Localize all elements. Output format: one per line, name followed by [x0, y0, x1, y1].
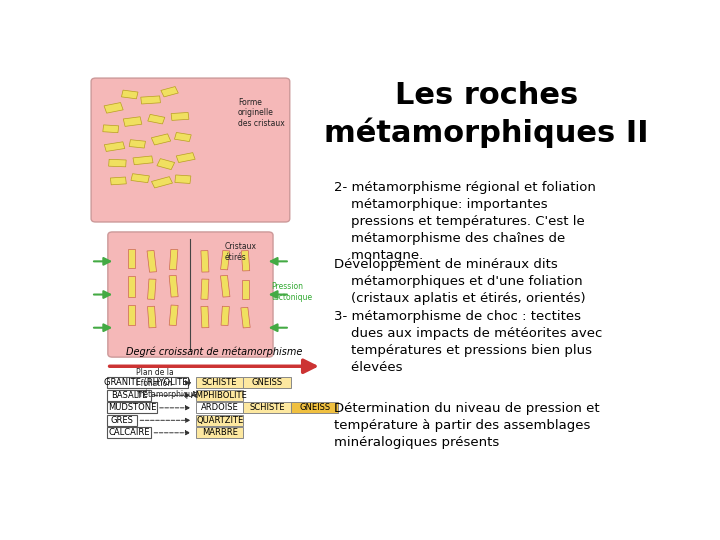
FancyBboxPatch shape: [107, 415, 138, 426]
Text: Développement de minéraux dits
    métamorphiques et d'une foliation
    (crista: Développement de minéraux dits métamorph…: [334, 258, 586, 305]
Bar: [242, 280, 249, 299]
FancyBboxPatch shape: [107, 402, 157, 413]
Bar: [148, 279, 156, 299]
FancyBboxPatch shape: [196, 402, 243, 413]
Text: QUARTZITE: QUARTZITE: [196, 416, 243, 425]
Bar: [104, 103, 123, 113]
Text: SCHISTE: SCHISTE: [202, 379, 238, 387]
Bar: [122, 90, 138, 99]
Bar: [171, 112, 189, 120]
Bar: [104, 142, 125, 151]
Bar: [128, 249, 135, 268]
FancyBboxPatch shape: [108, 232, 273, 357]
Text: GRES: GRES: [111, 416, 133, 425]
Bar: [169, 275, 178, 297]
Bar: [157, 159, 175, 170]
Bar: [110, 177, 126, 185]
Text: MARBRE: MARBRE: [202, 428, 238, 437]
Bar: [201, 306, 209, 328]
Bar: [128, 275, 135, 297]
Text: GRANITE (RHYOLITE): GRANITE (RHYOLITE): [104, 379, 191, 387]
Bar: [103, 125, 119, 133]
Bar: [140, 96, 161, 104]
Bar: [131, 174, 149, 183]
FancyBboxPatch shape: [107, 427, 151, 438]
Bar: [176, 153, 195, 163]
FancyBboxPatch shape: [196, 377, 243, 388]
Bar: [129, 140, 145, 148]
Text: ARDOISE: ARDOISE: [201, 403, 238, 413]
FancyBboxPatch shape: [91, 78, 289, 222]
Bar: [201, 279, 209, 299]
Text: CALCAIRE: CALCAIRE: [108, 428, 150, 437]
Bar: [175, 175, 191, 184]
Text: AMPHIBOLITE: AMPHIBOLITE: [192, 391, 248, 400]
Text: 2- métamorphisme régional et foliation
    métamorphique: importantes
    pressi: 2- métamorphisme régional et foliation m…: [334, 181, 596, 262]
Text: SCHISTE: SCHISTE: [249, 403, 285, 413]
Text: Détermination du niveau de pression et
température à partir des assemblages
miné: Détermination du niveau de pression et t…: [334, 402, 600, 449]
Bar: [109, 159, 126, 167]
Text: GNEISS: GNEISS: [251, 379, 283, 387]
Bar: [201, 251, 209, 272]
FancyBboxPatch shape: [107, 377, 188, 388]
FancyBboxPatch shape: [196, 390, 243, 401]
Text: Degré croissant de métamorphisme: Degré croissant de métamorphisme: [126, 347, 302, 357]
Bar: [174, 132, 192, 141]
FancyBboxPatch shape: [196, 427, 243, 438]
Bar: [241, 251, 250, 271]
Bar: [148, 114, 165, 124]
Bar: [221, 306, 230, 326]
Bar: [133, 156, 153, 165]
Bar: [220, 275, 230, 297]
FancyBboxPatch shape: [243, 377, 291, 388]
Text: GNEISS: GNEISS: [299, 403, 330, 413]
Bar: [148, 306, 156, 328]
Bar: [220, 251, 230, 270]
Text: BASALTE: BASALTE: [111, 391, 148, 400]
Bar: [123, 117, 142, 126]
Text: MUDSTONE: MUDSTONE: [108, 403, 156, 413]
FancyBboxPatch shape: [196, 415, 243, 426]
FancyBboxPatch shape: [243, 402, 291, 413]
Bar: [151, 177, 173, 188]
Bar: [169, 249, 178, 270]
Bar: [128, 305, 135, 325]
Bar: [169, 305, 178, 326]
Text: Plan de la
I foliation
métamorphique: Plan de la I foliation métamorphique: [136, 368, 197, 399]
Text: Les roches
métamorphiques II: Les roches métamorphiques II: [324, 82, 649, 148]
Text: Pression
tectonique: Pression tectonique: [271, 282, 312, 302]
Bar: [147, 251, 156, 272]
Text: 3- métamorphisme de choc : tectites
    dues aux impacts de météorites avec
    : 3- métamorphisme de choc : tectites dues…: [334, 310, 603, 374]
Text: Forme
originelle
des cristaux: Forme originelle des cristaux: [238, 98, 284, 127]
FancyBboxPatch shape: [107, 390, 151, 401]
Bar: [240, 307, 250, 328]
Bar: [151, 134, 171, 145]
Bar: [161, 86, 179, 97]
Text: Cristaux
étirés: Cristaux étirés: [225, 242, 257, 262]
FancyBboxPatch shape: [291, 402, 338, 413]
